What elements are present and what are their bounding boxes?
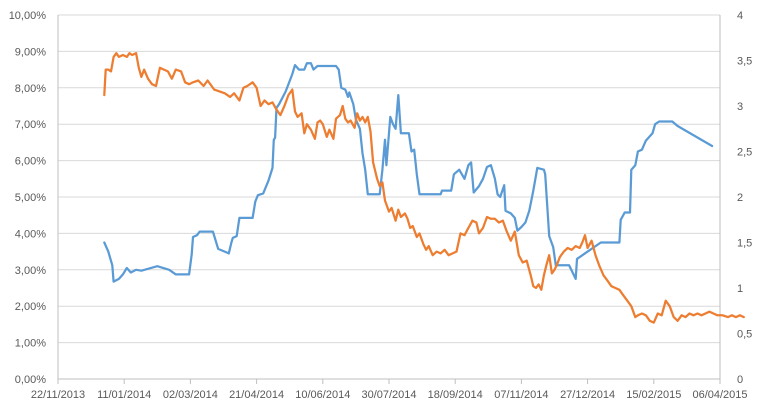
- y-right-tick-label: 1: [737, 283, 743, 295]
- y-right-tick-label: 1,5: [737, 238, 752, 250]
- x-tick-label: 21/04/2014: [229, 389, 284, 401]
- y-right-tick-label: 0: [737, 374, 743, 386]
- series-lines: [103, 52, 745, 324]
- y-left-tick-label: 1,00%: [15, 338, 46, 350]
- x-tick-label: 15/02/2015: [626, 389, 681, 401]
- y-right-tick-label: 3,5: [737, 56, 752, 68]
- y-right-tick-label: 4: [737, 10, 743, 22]
- y-left-tick-label: 6,00%: [15, 156, 46, 168]
- x-tick-label: 10/06/2014: [295, 389, 350, 401]
- y-left-tick-label: 2,00%: [15, 301, 46, 313]
- x-tick-label: 30/07/2014: [361, 389, 416, 401]
- x-tick-label: 07/11/2014: [494, 389, 548, 401]
- x-tick-labels: 22/11/2013 11/01/2014 02/03/2014 21/04/2014…: [31, 389, 748, 401]
- y-left-tick-label: 10,00%: [9, 10, 47, 22]
- y-left-tick-label: 7,00%: [15, 119, 46, 131]
- axes: [57, 15, 721, 384]
- x-tick-label: 27/12/2014: [560, 389, 615, 401]
- y-left-tick-label: 3,00%: [15, 265, 46, 277]
- x-tick-label: 11/01/2014: [97, 389, 151, 401]
- y-left-tick-label: 4,00%: [15, 228, 46, 240]
- y-right-tick-labels: 0 0,5 1 1,5 2 2,5 3 3,5 4: [737, 10, 752, 386]
- y-right-tick-label: 2: [737, 192, 743, 204]
- y-left-tick-label: 5,00%: [15, 192, 46, 204]
- y-left-tick-label: 0,00%: [15, 374, 46, 386]
- y-right-tick-label: 3: [737, 101, 743, 113]
- y-left-tick-label: 8,00%: [15, 83, 46, 95]
- x-tick-label: 02/03/2014: [163, 389, 218, 401]
- y-right-tick-label: 2,5: [737, 147, 752, 159]
- x-tick-label: 22/11/2013: [31, 389, 85, 401]
- series-line-right-axis: [103, 62, 714, 283]
- x-tick-label: 06/04/2015: [692, 389, 747, 401]
- y-left-tick-label: 9,00%: [15, 46, 46, 58]
- y-right-tick-label: 0,5: [737, 329, 752, 341]
- series-line-left-axis: [103, 52, 745, 324]
- x-tick-label: 18/09/2014: [428, 389, 483, 401]
- y-left-tick-labels: 0,00% 1,00% 2,00% 3,00% 4,00% 5,00% 6,00% 7,00%…: [9, 10, 47, 386]
